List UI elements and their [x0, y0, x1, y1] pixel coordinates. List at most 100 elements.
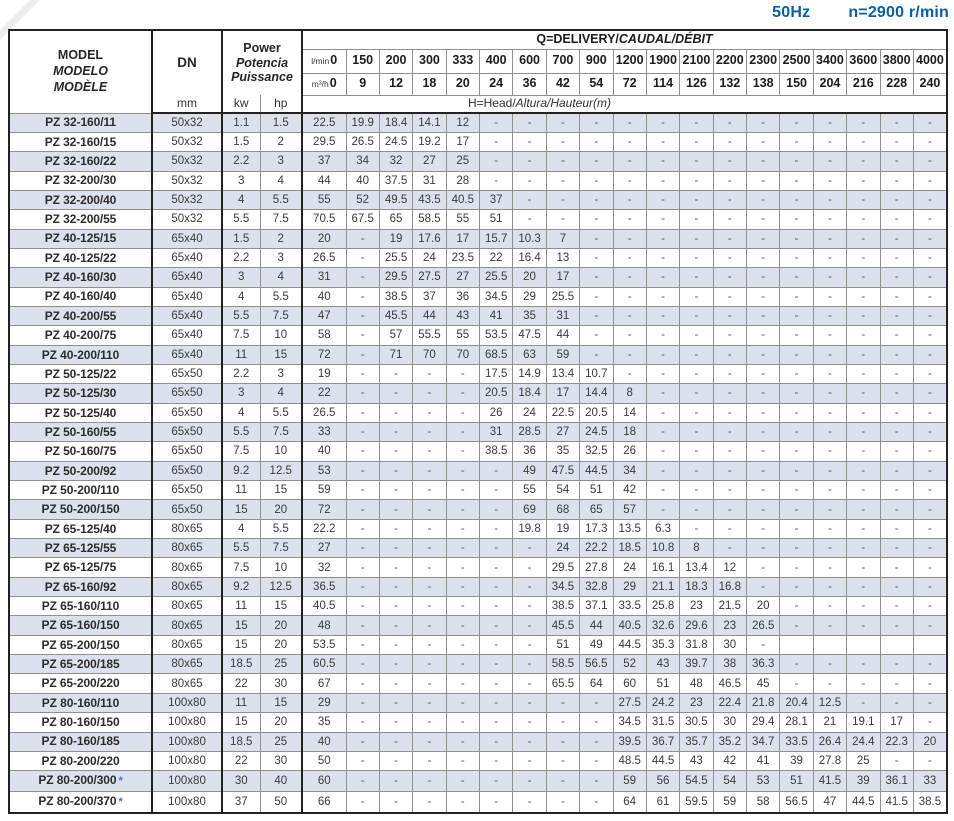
head-value-cell: 25: [846, 750, 881, 772]
head-value-cell: -: [779, 151, 814, 172]
head-value-cell: -: [812, 247, 848, 269]
head-value-cell: -: [579, 790, 614, 814]
head-value-cell: -: [712, 441, 748, 462]
head-value-cell: -: [745, 112, 781, 133]
head-value-cell: -: [378, 518, 414, 540]
head-value-cell: 37.1: [579, 596, 614, 617]
head-value-cell: 19: [301, 363, 347, 385]
m3h-row-value: 18: [412, 72, 447, 96]
head-value-cell: 60.5: [301, 654, 347, 675]
head-value-cell: 44.5: [612, 634, 647, 656]
model-header-en: MODEL: [57, 48, 104, 63]
head-value-cell: -: [679, 325, 714, 346]
head-value-cell: -: [846, 112, 881, 133]
head-value-cell: -: [846, 538, 881, 559]
head-value-cell: 40.5: [612, 615, 647, 636]
head-value-cell: -: [912, 673, 948, 694]
m3h-row-value: 72: [612, 72, 647, 96]
head-value-cell: [879, 634, 914, 656]
head-value-cell: -: [846, 247, 881, 269]
dn-cell: 65x50: [151, 363, 223, 385]
head-value-cell: -: [478, 499, 514, 520]
head-value-cell: -: [645, 499, 681, 520]
head-value-cell: -: [645, 131, 681, 153]
head-value-cell: -: [745, 228, 781, 249]
head-value-cell: -: [478, 770, 514, 792]
head-value-cell: -: [445, 673, 481, 694]
head-value-cell: -: [712, 286, 748, 307]
head-value-cell: 22.3: [879, 731, 914, 752]
kw-cell: 3: [221, 267, 261, 288]
hp-cell: 25: [259, 731, 303, 752]
head-value-cell: 38.5: [378, 286, 414, 307]
head-value-cell: -: [812, 441, 848, 462]
table-row: PZ 50-200/92 65x50 9.2 12.5 53- - - - -49 47.5 44.…: [8, 460, 948, 482]
head-value-cell: -: [512, 770, 547, 792]
head-value-cell: 14.9: [512, 363, 547, 385]
table-row: PZ 40-200/75 65x40 7.5 10 58-57 55.5 55 53.5 47.…: [8, 325, 948, 346]
head-value-cell: -: [645, 112, 681, 133]
head-value-cell: 37.5: [378, 170, 414, 191]
head-value-cell: -: [612, 112, 647, 133]
hp-cell: 2: [259, 131, 303, 153]
head-value-cell: 17.5: [478, 363, 514, 385]
head-value-cell: -: [378, 576, 414, 598]
head-value-cell: 31: [412, 170, 447, 191]
head-value-cell: -: [478, 692, 514, 714]
head-value-cell: -: [378, 634, 414, 656]
head-value-cell: -: [345, 325, 380, 346]
dn-cell: 50x32: [151, 209, 223, 230]
model-cell: PZ 80-160/185: [8, 731, 153, 752]
head-value-cell: -: [478, 170, 514, 191]
head-value-cell: 46.5: [712, 673, 748, 694]
head-value-cell: 26.5: [745, 615, 781, 636]
head-value-cell: -: [846, 286, 881, 307]
head-value-cell: -: [345, 770, 380, 792]
head-value-cell: -: [679, 286, 714, 307]
head-value-cell: -: [912, 344, 948, 365]
head-value-cell: 61: [645, 790, 681, 814]
model-name: PZ 65-160/150: [41, 618, 120, 633]
head-value-cell: -: [345, 344, 380, 365]
dn-cell: 50x32: [151, 170, 223, 191]
head-value-cell: -: [745, 131, 781, 153]
head-value-cell: -: [545, 731, 581, 752]
lmin-row-unit-label: l/min: [311, 56, 330, 67]
head-value-cell: 36.1: [879, 770, 914, 792]
head-value-cell: 57: [378, 325, 414, 346]
head-value-cell: 22: [478, 247, 514, 269]
model-cell: PZ 32-200/40: [8, 189, 153, 211]
head-value-cell: -: [345, 634, 380, 656]
lmin-row-value: 400: [478, 48, 514, 74]
kw-cell: 2.2: [221, 151, 261, 172]
hp-cell: 20: [259, 634, 303, 656]
m3h-row-value: 24: [478, 72, 514, 96]
table-row: PZ 50-200/110 65x50 11 15 59- - - - -55 54 51 42- - -…: [8, 480, 948, 501]
head-value-cell: -: [779, 557, 814, 578]
head-value-cell: 18: [612, 421, 647, 443]
m3h-row-value: 20: [445, 72, 481, 96]
head-value-cell: 20: [512, 267, 547, 288]
head-value-cell: 53.5: [301, 634, 347, 656]
head-value-cell: -: [512, 538, 547, 559]
m3h-row: m³/h0 9 12 18 20 24 36 42 54 72 114 126 132 138 150 204…: [9, 72, 948, 96]
head-value-cell: 19: [545, 518, 581, 540]
head-value-cell: -: [846, 692, 881, 714]
dn-cell: 65x50: [151, 480, 223, 501]
head-value-cell: -: [712, 518, 748, 540]
head-value-cell: 59.5: [679, 790, 714, 814]
head-value-cell: 44: [412, 305, 447, 327]
head-value-cell: -: [846, 402, 881, 424]
m3h-row-value: 132: [712, 72, 748, 96]
model-cell: PZ 50-160/55: [8, 421, 153, 443]
head-value-cell: 48: [301, 615, 347, 636]
head-value-cell: -: [779, 170, 814, 191]
head-value-cell: -: [779, 538, 814, 559]
model-cell: PZ 50-125/30: [8, 383, 153, 404]
head-value-cell: -: [512, 131, 547, 153]
model-name: PZ 80-200/300: [38, 773, 117, 788]
head-value-cell: -: [412, 460, 447, 482]
kw-cell: 3: [221, 383, 261, 404]
head-value-cell: -: [879, 325, 914, 346]
head-header-plain: H=Head/: [467, 96, 516, 111]
